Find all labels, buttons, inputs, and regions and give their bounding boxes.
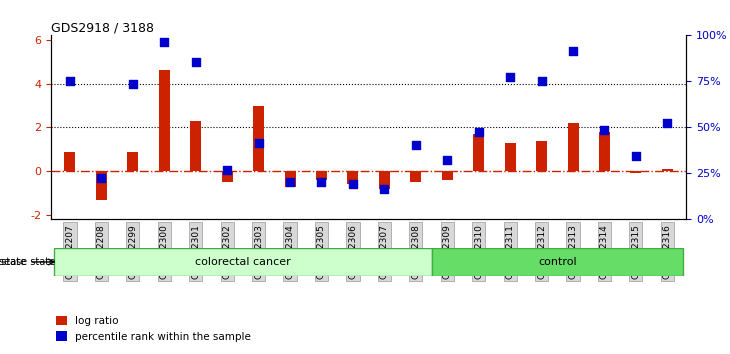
- Point: [284, 179, 296, 185]
- Text: GDS2918 / 3188: GDS2918 / 3188: [51, 21, 154, 34]
- Point: [253, 140, 264, 145]
- Bar: [567, 123, 578, 171]
- Bar: [127, 152, 139, 171]
- Text: control: control: [538, 257, 577, 267]
- Text: disease state: disease state: [0, 257, 55, 267]
- Bar: [410, 171, 421, 182]
- Point: [64, 79, 76, 84]
- Bar: [473, 134, 484, 171]
- Text: disease state: disease state: [0, 257, 26, 267]
- Point: [190, 59, 201, 64]
- Bar: [631, 171, 642, 173]
- Bar: [316, 171, 327, 180]
- Bar: [253, 105, 264, 171]
- Point: [347, 182, 358, 187]
- Bar: [159, 70, 170, 171]
- Text: colorectal cancer: colorectal cancer: [195, 257, 291, 267]
- Point: [315, 179, 327, 185]
- Point: [473, 129, 485, 135]
- Bar: [662, 169, 673, 171]
- Bar: [222, 171, 233, 182]
- Point: [630, 153, 642, 159]
- Point: [96, 175, 107, 181]
- Point: [599, 127, 610, 132]
- Bar: [379, 171, 390, 189]
- Bar: [442, 171, 453, 180]
- Point: [127, 81, 139, 86]
- Bar: [431, 248, 683, 276]
- Point: [379, 186, 391, 192]
- Bar: [504, 143, 515, 171]
- Bar: [285, 171, 296, 187]
- Point: [442, 158, 453, 163]
- Bar: [64, 152, 75, 171]
- Point: [661, 120, 673, 126]
- Bar: [347, 171, 358, 184]
- Bar: [54, 248, 431, 276]
- Point: [158, 39, 170, 45]
- Point: [504, 74, 516, 80]
- Point: [410, 142, 422, 148]
- Bar: [536, 141, 547, 171]
- Bar: [96, 171, 107, 200]
- Point: [567, 48, 579, 53]
- Bar: [599, 132, 610, 171]
- Bar: [191, 121, 201, 171]
- Point: [221, 167, 233, 173]
- Legend: log ratio, percentile rank within the sample: log ratio, percentile rank within the sa…: [56, 316, 251, 342]
- Point: [536, 79, 548, 84]
